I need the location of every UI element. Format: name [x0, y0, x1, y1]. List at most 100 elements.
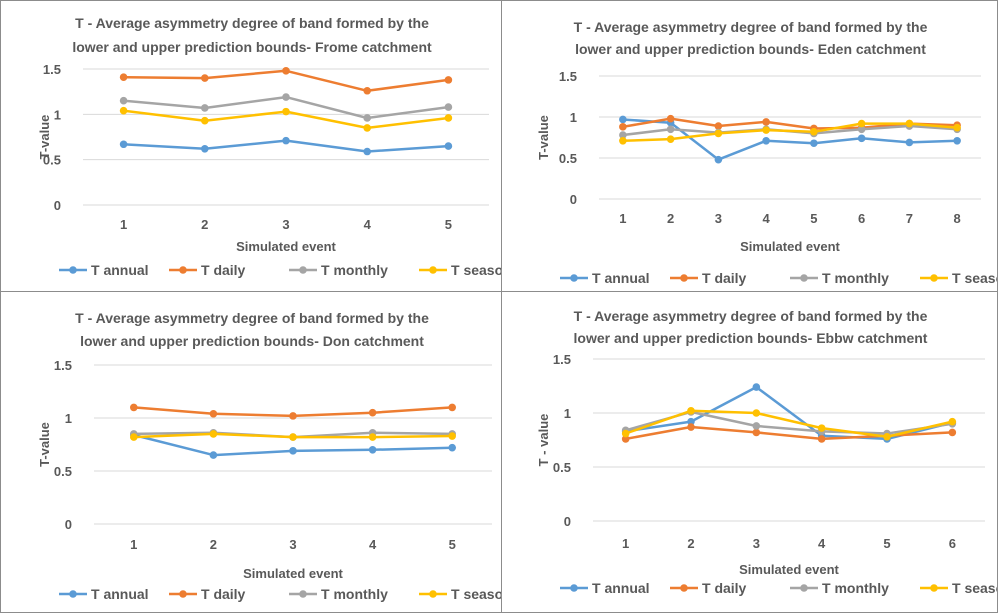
legend-swatch-marker	[570, 584, 578, 592]
data-point	[282, 67, 290, 75]
chart-title-line: T - Average asymmetry degree of band for…	[574, 19, 928, 35]
data-point	[119, 73, 128, 81]
legend-label: T monthly	[822, 580, 889, 596]
y-tick-label: 0	[54, 198, 61, 213]
chart-title-line: T - Average asymmetry degree of band for…	[75, 15, 429, 31]
data-point	[201, 104, 209, 112]
series-t-seasonal	[619, 119, 961, 145]
data-point	[289, 412, 297, 420]
x-tick-label: 5	[810, 211, 817, 226]
data-point	[444, 76, 453, 84]
legend-label: T daily	[702, 580, 747, 596]
data-point	[883, 432, 891, 441]
data-point	[130, 433, 138, 441]
legend-label: T seasonal	[952, 270, 998, 286]
x-tick-label: 1	[130, 537, 137, 552]
x-tick-label: 4	[369, 537, 377, 552]
data-point	[201, 74, 209, 82]
legend-label: T monthly	[321, 262, 388, 278]
x-tick-label: 4	[818, 536, 826, 551]
legend-swatch-marker	[570, 274, 578, 282]
data-point	[714, 129, 723, 138]
series-line-t-seasonal	[625, 409, 953, 439]
chart-ebbw: T - Average asymmetry degree of band for…	[536, 308, 997, 596]
data-point	[448, 403, 457, 412]
legend-label: T annual	[91, 262, 149, 278]
data-point	[282, 93, 290, 101]
data-point	[905, 119, 914, 128]
data-point	[289, 447, 297, 455]
legend-swatch-marker	[800, 584, 808, 592]
data-point	[363, 147, 372, 156]
y-axis-label: T-value	[37, 422, 52, 467]
y-axis-label: T - value	[536, 414, 551, 467]
y-tick-label: 0	[570, 192, 577, 207]
y-tick-label: 0.5	[553, 460, 571, 475]
y-tick-label: 0.5	[43, 153, 61, 168]
x-axis-label: Simulated event	[739, 562, 839, 577]
data-point	[810, 139, 818, 148]
data-point	[363, 114, 372, 122]
data-point	[687, 423, 695, 431]
data-point	[666, 114, 675, 123]
x-tick-label: 5	[445, 217, 452, 232]
data-point	[282, 107, 290, 116]
series-t-seasonal	[621, 407, 957, 441]
legend-swatch-marker	[930, 274, 938, 282]
x-tick-label: 3	[289, 537, 296, 552]
x-tick-label: 5	[449, 537, 456, 552]
y-tick-label: 1	[65, 411, 72, 426]
legend-swatch-marker	[179, 590, 187, 598]
legend-swatch-marker	[179, 266, 187, 274]
y-tick-label: 1.5	[559, 69, 577, 84]
legend-swatch-marker	[429, 266, 437, 274]
data-point	[619, 136, 627, 145]
legend-swatch-marker	[800, 274, 808, 282]
legend: T annual T daily T monthly T seasonal	[59, 586, 501, 602]
x-tick-label: 3	[715, 211, 722, 226]
chart-eden: T - Average asymmetry degree of band for…	[536, 19, 998, 286]
data-point	[857, 134, 866, 143]
data-point	[752, 428, 761, 437]
x-tick-label: 4	[364, 217, 372, 232]
chart-title-line: lower and upper prediction bounds- Frome…	[72, 39, 432, 55]
legend-swatch-marker	[299, 590, 307, 598]
chart-panel-eden: T - Average asymmetry degree of band for…	[501, 0, 998, 292]
y-tick-label: 0.5	[559, 151, 577, 166]
y-tick-label: 1	[564, 406, 571, 421]
legend-label: T monthly	[321, 586, 388, 602]
data-point	[201, 116, 209, 125]
data-point	[687, 417, 695, 426]
legend-swatch-marker	[69, 266, 77, 274]
y-tick-label: 1.5	[54, 358, 72, 373]
data-point	[119, 96, 128, 105]
data-point	[448, 443, 457, 452]
legend-swatch-marker	[69, 590, 77, 598]
data-point	[762, 126, 770, 134]
legend-label: T daily	[702, 270, 747, 286]
y-tick-label: 1.5	[553, 352, 571, 367]
data-point	[368, 433, 377, 441]
y-tick-label: 0	[65, 517, 72, 532]
data-point	[666, 125, 675, 134]
data-point	[368, 408, 377, 417]
legend: T annual T daily T monthly T seasonal	[560, 580, 997, 596]
data-point	[953, 136, 961, 145]
data-point	[368, 446, 377, 454]
data-point	[762, 118, 770, 126]
chart-don: T - Average asymmetry degree of band for…	[37, 310, 501, 602]
data-point	[817, 435, 826, 443]
data-point	[621, 435, 630, 443]
legend-label: T annual	[592, 580, 650, 596]
chart-panel-frome: T - Average asymmetry degree of band for…	[0, 0, 502, 292]
y-tick-label: 1	[570, 110, 577, 125]
series-t-seasonal	[130, 430, 457, 441]
data-point	[687, 407, 695, 415]
series-t-seasonal	[119, 106, 453, 132]
data-point	[857, 125, 866, 134]
x-tick-label: 7	[906, 211, 913, 226]
chart-title-line: lower and upper prediction bounds- Eden …	[575, 41, 926, 57]
data-point	[363, 124, 372, 132]
data-point	[666, 135, 675, 143]
